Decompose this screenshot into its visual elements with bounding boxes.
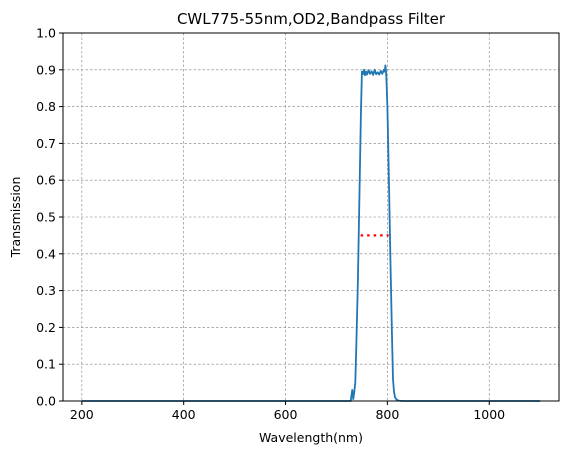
y-axis-label: Transmission <box>8 177 23 259</box>
x-tick-label: 800 <box>375 407 399 422</box>
y-tick-label: 0.7 <box>36 136 56 151</box>
y-tick-label: 0.0 <box>36 394 56 409</box>
y-tick-label: 0.6 <box>36 173 56 188</box>
y-tick-label: 0.3 <box>36 283 56 298</box>
x-axis-label: Wavelength(nm) <box>259 430 363 445</box>
y-tick-label: 0.5 <box>36 210 56 225</box>
x-tick-label: 200 <box>70 407 94 422</box>
tick-layer: 200 400 600 800 1000 0.0 0.1 0.2 0.3 0.4 0.5 0.6 0.7… <box>36 26 505 423</box>
y-tick-label: 0.8 <box>36 99 56 114</box>
series-layer <box>81 64 541 402</box>
y-tick-label: 0.2 <box>36 320 56 335</box>
y-tick-label: 0.9 <box>36 62 56 77</box>
x-tick-label: 600 <box>274 407 298 422</box>
y-tick-label: 1.0 <box>36 26 56 41</box>
y-tick-label: 0.1 <box>36 357 56 372</box>
x-tick-label: 1000 <box>473 407 505 422</box>
transmission-curve <box>81 64 541 402</box>
chart-title: CWL775-55nm,OD2,Bandpass Filter <box>177 10 446 28</box>
y-tick-label: 0.4 <box>36 246 56 261</box>
x-tick-label: 400 <box>172 407 196 422</box>
grid-layer <box>63 32 559 402</box>
